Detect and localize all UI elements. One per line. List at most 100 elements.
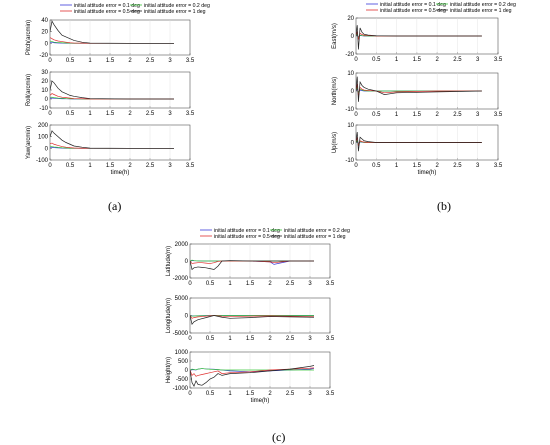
y-tick-label: -500: [176, 377, 189, 383]
x-tick-label: 1: [88, 163, 92, 169]
y-axis-label: Pitch(arcmin): [26, 20, 32, 55]
y-tick-label: -1000: [173, 386, 189, 392]
y-axis-label: Up(m/s): [332, 132, 338, 153]
x-tick-label: 0.5: [206, 336, 215, 342]
x-tick-label: 1.5: [106, 58, 115, 64]
y-tick-label: 0: [185, 368, 189, 374]
y-tick-label: 20: [347, 16, 354, 22]
x-tick-label: 1: [395, 57, 399, 63]
x-tick-label: 0.5: [66, 111, 75, 117]
x-axis-label: time(h): [251, 398, 270, 404]
x-tick-label: 0: [354, 57, 358, 63]
legend-b: initial attitude error = 0.1 deg initial …: [366, 2, 516, 14]
x-tick-label: 2.5: [146, 58, 155, 64]
x-tick-label: 3: [308, 281, 312, 287]
x-tick-label: 0.5: [206, 281, 215, 287]
series-line-4: [190, 365, 315, 388]
series-line-3: [50, 93, 174, 100]
x-tick-label: 3: [168, 163, 172, 169]
legend-label: initial attitude error = 1 deg: [450, 8, 512, 14]
y-tick-label: 0: [45, 146, 49, 152]
x-tick-label: 0: [354, 112, 358, 118]
x-tick-label: 1: [88, 111, 92, 117]
x-tick-label: 0.5: [372, 163, 381, 169]
x-tick-label: 2: [435, 163, 439, 169]
x-tick-label: 3.5: [494, 57, 503, 63]
legend-c: initial attitude error = 0.1 deg initial …: [200, 228, 350, 240]
axes-frame: [49, 19, 191, 56]
legend-label: initial attitude error = 1 deg: [284, 234, 346, 240]
x-tick-label: 3: [168, 111, 172, 117]
x-tick-label: 3.5: [326, 336, 335, 342]
x-tick-label: 2.5: [146, 163, 155, 169]
y-tick-label: 0: [45, 97, 49, 103]
y-tick-label: 500: [178, 359, 189, 365]
x-tick-label: 0: [188, 281, 192, 287]
x-tick-label: 3.5: [326, 281, 335, 287]
x-tick-label: 1.5: [413, 112, 422, 118]
x-tick-label: 2.5: [146, 111, 155, 117]
x-tick-label: 2: [268, 336, 272, 342]
legend-label: initial attitude error = 0.1 deg: [214, 228, 280, 234]
x-tick-label: 0: [188, 391, 192, 397]
panel-label-a: (a): [108, 199, 122, 213]
x-tick-label: 1: [395, 112, 399, 118]
x-tick-label: 2.5: [453, 163, 462, 169]
x-axis-label: time(h): [418, 170, 437, 176]
x-tick-label: 0.5: [66, 163, 75, 169]
x-tick-label: 3: [168, 58, 172, 64]
y-axis-label: North(m/s): [332, 77, 338, 105]
x-tick-label: 3.5: [186, 58, 195, 64]
x-tick-label: 2: [435, 112, 439, 118]
y-tick-label: 10: [347, 71, 354, 77]
y-tick-label: 0: [351, 34, 355, 40]
x-tick-label: 2.5: [286, 281, 295, 287]
x-tick-label: 1.5: [106, 111, 115, 117]
x-tick-label: 0.5: [372, 112, 381, 118]
y-tick-label: -20: [345, 52, 354, 58]
x-tick-label: 1: [228, 336, 232, 342]
x-tick-label: 3: [476, 57, 480, 63]
x-tick-label: 3: [476, 112, 480, 118]
y-tick-label: 0: [351, 89, 355, 95]
x-tick-label: 3.5: [186, 163, 195, 169]
x-tick-label: 2: [128, 58, 132, 64]
x-tick-label: 3: [476, 163, 480, 169]
x-tick-label: 0: [354, 163, 358, 169]
x-tick-label: 1.5: [413, 163, 422, 169]
series-line-3: [190, 260, 314, 264]
x-tick-label: 2.5: [453, 112, 462, 118]
x-tick-label: 1: [88, 58, 92, 64]
y-tick-label: -10: [345, 107, 354, 113]
legend-label: initial attitude error = 0.2 deg: [450, 2, 516, 8]
legend-label: initial attitude error = 0.5 deg: [380, 8, 446, 14]
y-axis-label: Roll(arcmin): [26, 74, 32, 106]
x-tick-label: 2: [128, 163, 132, 169]
x-tick-label: 3.5: [326, 391, 335, 397]
axes-frame: [49, 71, 191, 109]
y-tick-label: 30: [41, 70, 48, 76]
x-tick-label: 2: [268, 391, 272, 397]
x-tick-label: 2: [435, 57, 439, 63]
series-line-3: [190, 315, 315, 319]
x-tick-label: 0: [48, 163, 52, 169]
y-tick-label: -5000: [173, 331, 189, 337]
x-tick-label: 1: [395, 163, 399, 169]
axes-frame: [49, 124, 191, 161]
y-axis-label: Longitude(m): [166, 298, 172, 333]
y-tick-label: 0: [351, 141, 355, 147]
x-tick-label: 1.5: [246, 281, 255, 287]
y-tick-label: 0: [185, 314, 189, 320]
series-line-4: [50, 80, 174, 100]
x-tick-label: 2.5: [286, 336, 295, 342]
legend-label: initial attitude error = 0.1 deg: [380, 2, 446, 8]
x-tick-label: 0.5: [372, 57, 381, 63]
legend-label: initial attitude error = 1 deg: [144, 9, 206, 15]
x-tick-label: 0: [48, 58, 52, 64]
x-tick-label: 3: [308, 336, 312, 342]
x-tick-label: 3: [308, 391, 312, 397]
